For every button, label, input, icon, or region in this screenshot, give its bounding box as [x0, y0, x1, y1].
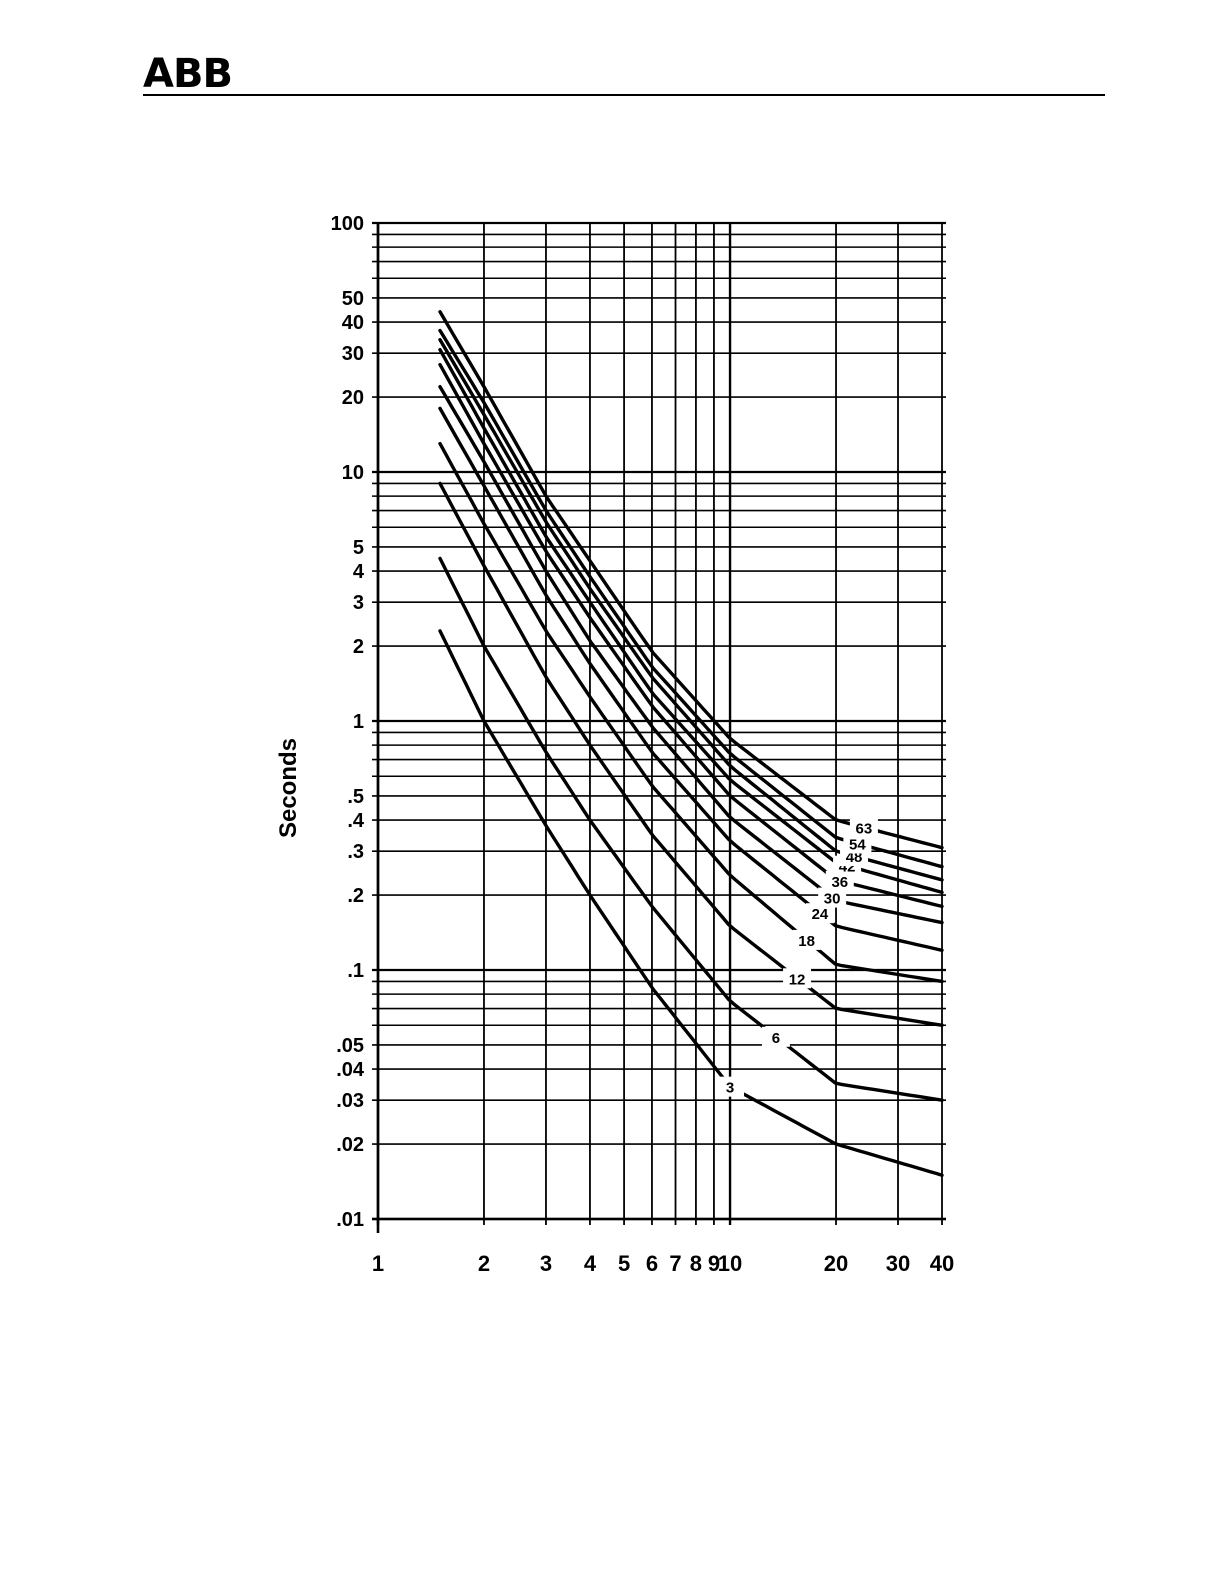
curve-3 [438, 629, 944, 1177]
curve-label-18: 18 [798, 933, 815, 950]
curve-label-bg [783, 968, 812, 989]
curve-30 [438, 385, 944, 925]
curve-label-bg [805, 903, 834, 924]
page-header: ABB [143, 50, 1105, 98]
curve-label-bg [825, 870, 854, 891]
curve-6 [438, 556, 944, 1102]
y-tick-label: .03 [336, 1090, 364, 1112]
y-tick-label: 10 [342, 462, 364, 484]
curve-label-54: 54 [849, 837, 866, 854]
y-tick-label: .2 [347, 885, 364, 907]
y-tick-label: 1 [353, 711, 364, 733]
x-tick-label: 5 [618, 1251, 630, 1276]
y-tick-label: .1 [347, 960, 364, 982]
x-tick-label: 1 [372, 1251, 384, 1276]
y-tick-label: 3 [353, 592, 364, 614]
curve-label-bg [792, 929, 821, 950]
y-tick-label: 50 [342, 288, 364, 310]
x-tick-label: 10 [718, 1251, 742, 1276]
header-rule [143, 94, 1105, 96]
x-tick-label: 6 [646, 1251, 658, 1276]
x-tick-label: 20 [824, 1251, 848, 1276]
curve-label-30: 30 [824, 891, 841, 908]
curve-label-6: 6 [772, 1030, 780, 1047]
y-tick-label: 100 [331, 213, 364, 235]
curve-label-bg [761, 1026, 790, 1047]
y-tick-label: 20 [342, 387, 364, 409]
abb-logo: ABB [143, 51, 235, 97]
curve-36 [438, 362, 944, 909]
y-tick-label: .5 [347, 786, 364, 808]
chart-svg: 100504030201054321.5.4.3.2.1.05.04.03.02… [275, 213, 954, 1276]
curve-label-bg [716, 1076, 745, 1097]
y-tick-label: 5 [353, 537, 364, 559]
curve-label-bg [818, 887, 847, 908]
y-tick-label: 40 [342, 312, 364, 334]
curve-54 [438, 328, 944, 869]
curve-label-3: 3 [726, 1080, 734, 1097]
abb-logo-text: ABB [143, 51, 233, 97]
x-tick-label: 4 [584, 1251, 597, 1276]
curve-label-bg [843, 833, 872, 854]
x-tick-label: 8 [690, 1251, 702, 1276]
x-tick-label: 2 [478, 1251, 490, 1276]
y-tick-label: 30 [342, 343, 364, 365]
y-tick-label: .01 [336, 1209, 364, 1231]
y-tick-label: 4 [353, 561, 365, 583]
y-tick-label: 2 [353, 636, 364, 658]
curve-label-24: 24 [812, 906, 829, 923]
y-tick-label: .05 [336, 1035, 364, 1057]
x-tick-label: 40 [930, 1251, 954, 1276]
curve-24 [438, 406, 944, 952]
y-tick-label: .02 [336, 1134, 364, 1156]
time-current-chart: 100 50 40 30 20 10 5 4 3 2 1.5.4.3.2.1.05.04.03.02… [250, 190, 970, 1320]
curve-label-36: 36 [831, 874, 848, 891]
y-tick-label: .3 [347, 841, 364, 863]
x-tick-label: 9 [708, 1251, 720, 1276]
y-axis-label: Seconds [275, 738, 302, 838]
x-tick-label: 3 [540, 1251, 552, 1276]
x-tick-label: 30 [886, 1251, 910, 1276]
y-tick-label: .04 [336, 1059, 365, 1081]
curve-18 [438, 441, 944, 984]
curve-label-63: 63 [856, 820, 873, 837]
curve-12 [438, 481, 944, 1027]
curve-label-bg [849, 817, 878, 838]
y-tick-label: .4 [347, 810, 365, 832]
curve-label-12: 12 [789, 971, 806, 988]
x-tick-label: 7 [669, 1251, 681, 1276]
